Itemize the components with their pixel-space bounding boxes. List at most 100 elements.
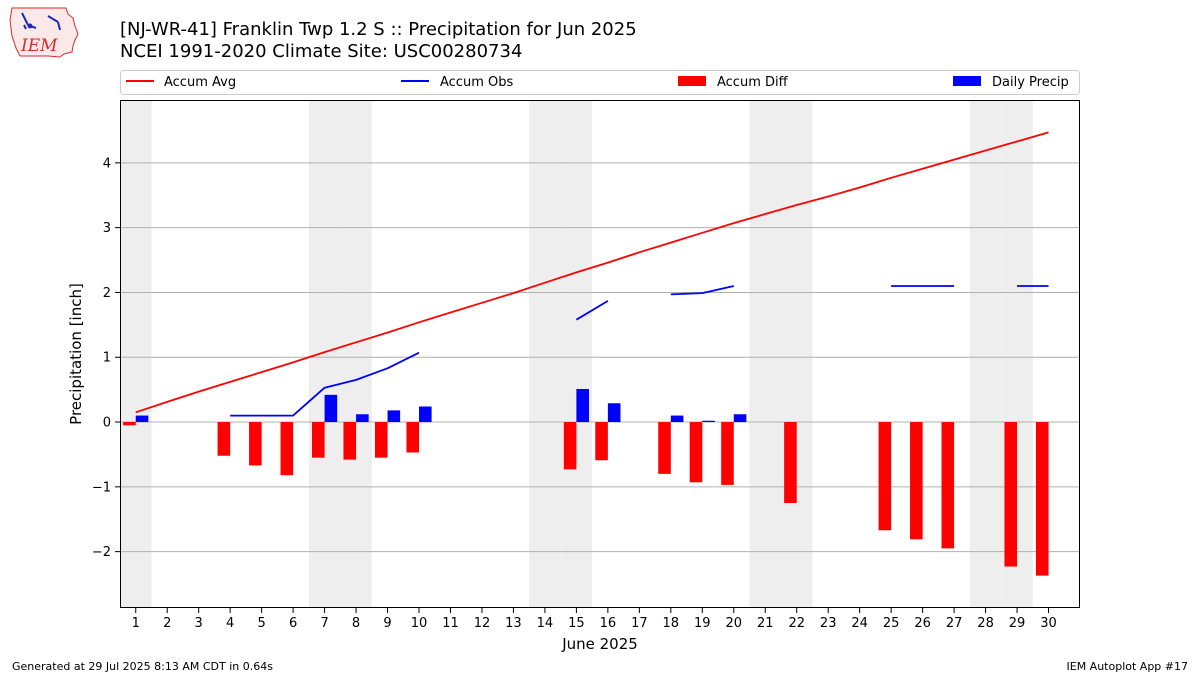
- weekend-bands: [120, 100, 1033, 608]
- daily-precip-bar-day-1: [135, 415, 149, 423]
- x-tick-label: 15: [568, 616, 585, 631]
- accum-diff-bar-day-25: [878, 422, 892, 531]
- x-tick-label: 4: [226, 616, 234, 631]
- daily-precip-bar-day-8: [356, 414, 369, 423]
- accum-obs-line-segment-0: [230, 351, 420, 417]
- weekend-band-day-1: [120, 100, 152, 608]
- accum-diff-bar-day-27: [941, 422, 955, 549]
- y-tick-label: −2: [92, 545, 111, 560]
- x-tick-label: 25: [883, 616, 900, 631]
- weekend-band-day-28: [969, 100, 1002, 608]
- x-tick-label: 7: [320, 616, 328, 631]
- x-tick-label: 8: [352, 616, 360, 631]
- iem-logo: IEM: [9, 7, 79, 58]
- legend-label-accum-obs: Accum Obs: [440, 75, 513, 90]
- y-axis-label: Precipitation [inch]: [67, 283, 85, 425]
- x-tick-label: 26: [914, 616, 931, 631]
- daily-precip-bar-day-10: [419, 406, 432, 423]
- accum-obs-line-segment-2: [670, 285, 734, 296]
- x-tick-label: 10: [411, 616, 428, 631]
- x-tick-label: 13: [505, 616, 522, 631]
- accum-avg-line-segment-0: [135, 131, 1049, 414]
- gridlines: [120, 162, 1080, 553]
- daily-precip-bar-day-19: [702, 420, 715, 423]
- accum-diff-bar-day-8: [343, 422, 357, 460]
- x-tick-label: 19: [694, 616, 711, 631]
- x-tick-label: 9: [383, 616, 391, 631]
- accum-diff-bar-day-9: [374, 422, 388, 458]
- daily-precip-bar-day-16: [607, 403, 621, 423]
- accum-diff-bar-day-7: [312, 422, 325, 458]
- weekend-band-day-14: [529, 100, 561, 608]
- legend-label-accum-avg: Accum Avg: [164, 75, 236, 90]
- x-tick-label: 21: [757, 616, 774, 631]
- y-tick-label: 4: [103, 156, 111, 171]
- x-tick-label: 28: [977, 616, 994, 631]
- daily-precip-bar-day-9: [387, 410, 401, 423]
- x-axis-label: June 2025: [561, 635, 638, 653]
- chart-title: [NJ-WR-41] Franklin Twp 1.2 S :: Precipi…: [120, 19, 637, 40]
- daily-precip-bar-day-18: [670, 415, 684, 423]
- legend-frame: [120, 70, 1080, 95]
- accum-diff-bar-day-5: [249, 422, 262, 466]
- y-tick-label: −1: [92, 480, 111, 495]
- logo-text: IEM: [20, 36, 58, 56]
- accum-diff-bar-day-19: [689, 422, 703, 483]
- x-tick-label: 23: [820, 616, 837, 631]
- footer-app: IEM Autoplot App #17: [1067, 660, 1189, 673]
- x-tick-label: 29: [1009, 616, 1026, 631]
- legend-label-accum-diff: Accum Diff: [717, 75, 789, 90]
- x-tick-label: 30: [1040, 616, 1057, 631]
- weekend-band-day-7: [308, 100, 341, 608]
- daily-precip-bar-day-7: [324, 394, 338, 423]
- x-tick-label: 22: [788, 616, 805, 631]
- footer-generated: Generated at 29 Jul 2025 8:13 AM CDT in …: [12, 660, 273, 673]
- x-tick-label: 5: [257, 616, 265, 631]
- bars: [123, 388, 1049, 576]
- x-tick-label: 24: [851, 616, 868, 631]
- y-axis: −2 −1 0 1 2 3 4: [92, 156, 120, 560]
- weekend-band-day-22: [780, 100, 813, 608]
- y-tick-label: 0: [103, 416, 111, 431]
- y-tick-label: 1: [103, 351, 111, 366]
- legend-swatch-daily-precip: [953, 76, 981, 86]
- accum-diff-bar-day-4: [217, 422, 231, 456]
- accum-diff-bar-day-18: [658, 422, 671, 474]
- daily-precip-bar-day-15: [576, 388, 589, 423]
- plot-frame: [120, 100, 1080, 608]
- chart-subtitle: NCEI 1991-2020 Climate Site: USC00280734: [120, 41, 522, 62]
- x-tick-label: 6: [289, 616, 297, 631]
- series-lines: [135, 131, 1049, 417]
- y-tick-label: 2: [103, 286, 111, 301]
- weekend-band-day-8: [340, 100, 372, 608]
- x-tick-label: 14: [537, 616, 554, 631]
- accum-diff-bar-day-10: [406, 422, 420, 453]
- legend-label-daily-precip: Daily Precip: [992, 75, 1069, 90]
- x-tick-label: 12: [474, 616, 491, 631]
- x-tick-label: 11: [442, 616, 459, 631]
- accum-diff-bar-day-29: [1004, 422, 1018, 567]
- x-axis: 1 2 3 4 5 6 7 8 9 10 11 12 13 14 15 16 17 18 19 20 21 22 23 24 2…: [132, 608, 1057, 631]
- x-tick-label: 16: [600, 616, 617, 631]
- x-tick-label: 17: [631, 616, 648, 631]
- legend: Accum Avg Accum Obs Accum Diff Daily Pre…: [120, 70, 1080, 95]
- accum-diff-bar-day-26: [910, 422, 923, 540]
- x-tick-label: 20: [725, 616, 742, 631]
- legend-swatch-accum-diff: [678, 76, 706, 86]
- daily-precip-bar-day-20: [733, 414, 747, 423]
- rain-gauge-icon: [27, 23, 33, 29]
- accum-diff-bar-day-16: [595, 422, 608, 461]
- x-tick-label: 3: [195, 616, 203, 631]
- accum-diff-bar-day-6: [280, 422, 294, 476]
- accum-obs-line-segment-1: [575, 300, 609, 321]
- accum-diff-bar-day-22: [784, 422, 797, 504]
- x-tick-label: 18: [663, 616, 680, 631]
- accum-diff-bar-day-20: [721, 422, 734, 485]
- y-tick-label: 3: [103, 221, 111, 236]
- weekend-band-day-15: [560, 100, 593, 608]
- accum-diff-bar-day-15: [563, 422, 577, 470]
- weather-station-icon: [21, 12, 61, 31]
- x-tick-label: 27: [946, 616, 963, 631]
- x-tick-label: 1: [132, 616, 140, 631]
